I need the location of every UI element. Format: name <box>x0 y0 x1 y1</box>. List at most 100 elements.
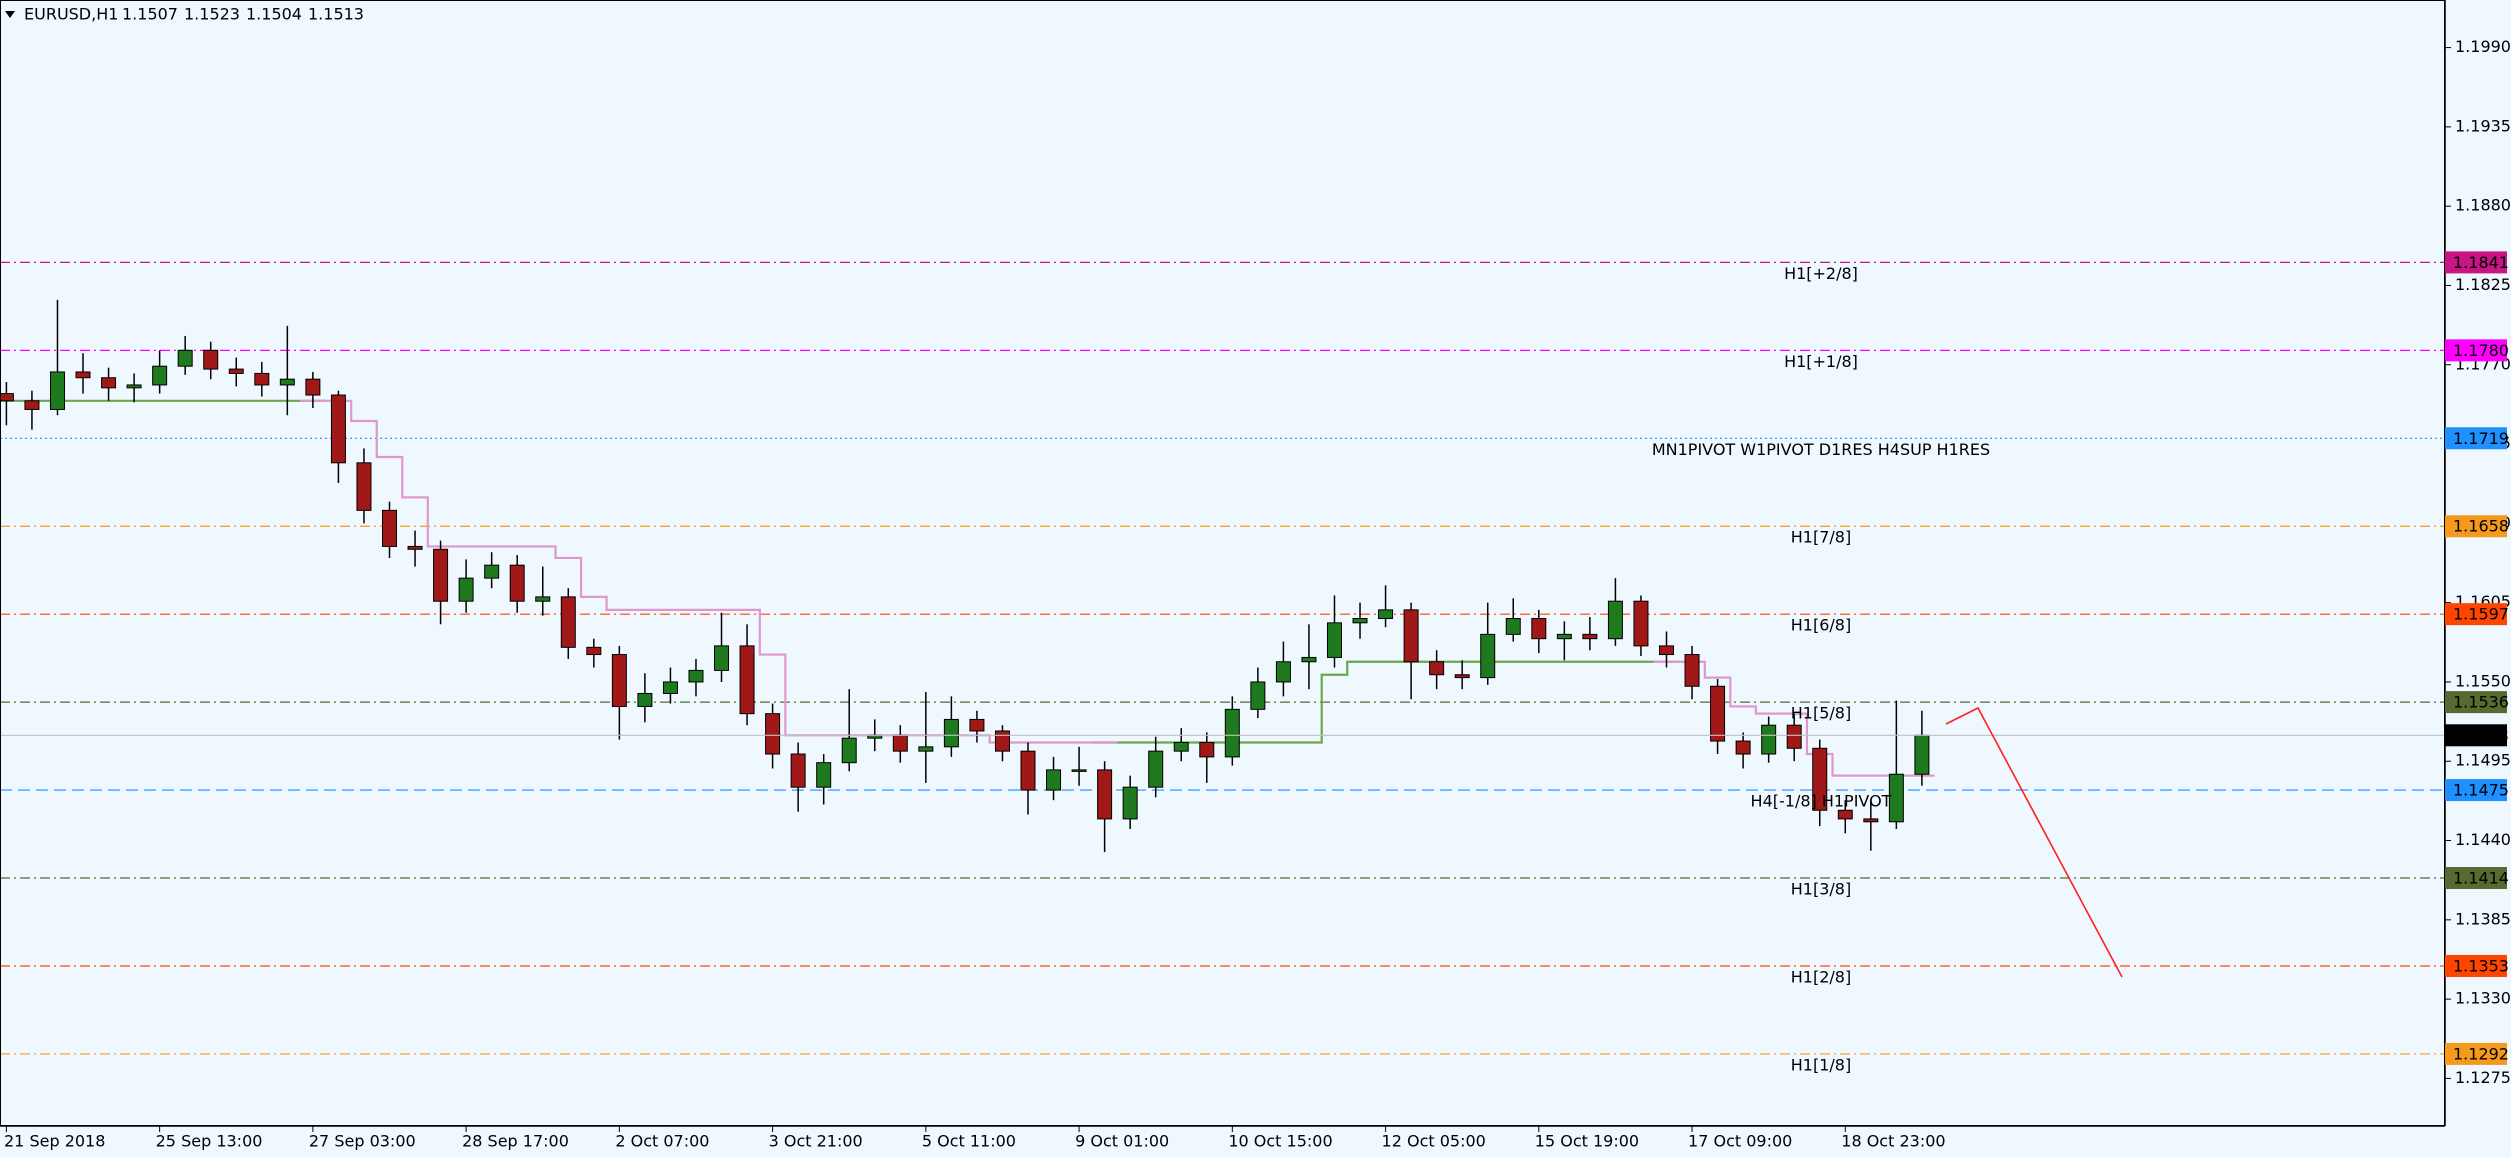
candle-body <box>1531 618 1547 640</box>
candle-body <box>1837 809 1853 820</box>
candle-body <box>101 377 117 389</box>
candle-body <box>126 384 142 389</box>
level-price-label: 1.1414 <box>2453 869 2509 888</box>
level-name: H1[1/8] <box>1791 1055 1851 1074</box>
candle-body <box>1633 600 1649 647</box>
candle-body <box>177 349 193 367</box>
candle-body <box>1684 654 1700 687</box>
level-price-box <box>2445 691 2507 714</box>
candle-body <box>841 737 857 764</box>
x-tick-label: 12 Oct 05:00 <box>1382 1132 1486 1151</box>
level-name: H1[5/8] <box>1791 704 1851 723</box>
level-name: MN1PIVOT W1PIVOT D1RES H4SUP H1RES <box>1652 440 1990 459</box>
x-tick-label: 17 Oct 09:00 <box>1688 1132 1792 1151</box>
candle-body <box>1250 681 1266 710</box>
candle-body <box>484 564 500 579</box>
candle-body <box>1403 609 1419 663</box>
x-tick-label: 15 Oct 19:00 <box>1535 1132 1639 1151</box>
level-price-box <box>2445 954 2507 977</box>
candle-body <box>1122 786 1138 820</box>
level-price-label: 1.1292 <box>2453 1044 2509 1063</box>
level-price-label: 1.1780 <box>2453 341 2509 360</box>
candle-body <box>918 746 934 752</box>
candle-body <box>1071 769 1087 772</box>
y-tick-label: 1.1550 <box>2455 671 2511 690</box>
trend-line <box>1945 706 2123 978</box>
candle-body <box>330 394 346 464</box>
candle-body <box>433 548 449 602</box>
plot-area <box>0 261 2445 1055</box>
candle-body <box>1199 741 1215 758</box>
candle-body <box>892 734 908 752</box>
y-tick-label: 1.1880 <box>2455 196 2511 215</box>
candle-body <box>279 378 295 386</box>
level-price-label: 1.1475 <box>2453 781 2509 800</box>
candle-body <box>1352 618 1368 624</box>
candle-body <box>994 730 1010 752</box>
candle-body <box>662 681 678 694</box>
level-price-label: 1.1719 <box>2453 429 2509 448</box>
bar-close: 1.1513 <box>308 5 364 24</box>
candle-body <box>1607 600 1623 640</box>
candle-body <box>714 645 730 671</box>
candle-body <box>1275 661 1291 683</box>
x-tick-label: 28 Sep 17:00 <box>462 1132 569 1151</box>
level-price-box <box>2445 1042 2507 1065</box>
candle-body <box>560 596 576 648</box>
candle-body <box>382 509 397 547</box>
candle-body <box>228 368 244 374</box>
candle-body <box>1326 622 1342 658</box>
candle-body <box>407 545 423 550</box>
candle-body <box>1556 633 1572 640</box>
candle-body <box>1710 685 1726 742</box>
symbol: EURUSD,H1 <box>24 5 118 24</box>
candle-body <box>356 462 372 511</box>
candle-body <box>1480 633 1496 679</box>
candle-body <box>203 349 219 370</box>
candle-body <box>1301 656 1317 663</box>
level-price-box <box>2445 251 2507 274</box>
candle-body <box>1020 750 1036 791</box>
level-price-label: 1.1597 <box>2453 605 2509 624</box>
candle-body <box>969 718 985 732</box>
candle-body <box>1659 645 1674 656</box>
candle-body <box>1863 818 1879 823</box>
candle-body <box>816 762 832 788</box>
level-price-label: 1.1536 <box>2453 693 2509 712</box>
x-tick-label: 2 Oct 07:00 <box>615 1132 709 1151</box>
y-tick-label: 1.1330 <box>2455 989 2511 1008</box>
candle-body <box>1097 769 1113 820</box>
x-tick-label: 21 Sep 2018 <box>4 1132 105 1151</box>
x-tick-label: 25 Sep 13:00 <box>156 1132 263 1151</box>
header: EURUSD,H1 1.1507 1.1523 1.1504 1.1513 <box>5 5 364 24</box>
candle-body <box>1761 724 1777 755</box>
candle-body <box>24 400 40 410</box>
x-tick-label: 27 Sep 03:00 <box>309 1132 416 1151</box>
candle-body <box>688 669 704 683</box>
y-tick-label: 1.1825 <box>2455 275 2511 294</box>
y-tick-label: 1.1990 <box>2455 37 2511 56</box>
bar-low: 1.1504 <box>246 5 302 24</box>
level-price-box <box>2445 867 2507 890</box>
candle-body <box>611 654 627 707</box>
candle-body <box>790 753 806 788</box>
candle-body <box>254 372 270 386</box>
level-name: H1[+2/8] <box>1784 264 1858 283</box>
x-tick-label: 3 Oct 21:00 <box>769 1132 863 1151</box>
candle-body <box>1505 618 1521 635</box>
level-price-label: 1.1658 <box>2453 517 2509 536</box>
y-tick-label: 1.1440 <box>2455 830 2511 849</box>
candle-body <box>509 564 525 602</box>
candle-body <box>1888 773 1904 823</box>
candle-body <box>49 371 65 410</box>
x-tick-label: 18 Oct 23:00 <box>1841 1132 1945 1151</box>
candle-body <box>1735 740 1751 755</box>
y-tick-label: 1.1275 <box>2455 1068 2511 1087</box>
candle-body <box>152 365 168 386</box>
menu-arrow[interactable] <box>5 11 15 18</box>
bid-price-box <box>2445 724 2507 747</box>
candle-body <box>1914 734 1930 775</box>
bar-high: 1.1523 <box>184 5 240 24</box>
